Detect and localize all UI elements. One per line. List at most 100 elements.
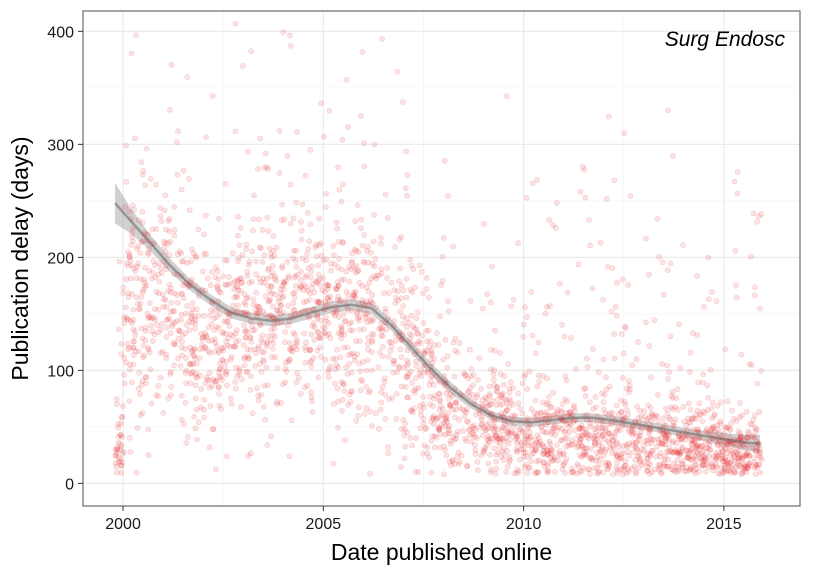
data-point xyxy=(267,296,273,303)
data-point xyxy=(412,375,419,381)
data-point xyxy=(284,258,291,265)
data-point xyxy=(757,305,763,312)
data-point xyxy=(276,169,283,176)
data-point xyxy=(403,276,410,282)
data-point xyxy=(382,191,389,198)
data-point xyxy=(123,359,129,366)
data-point xyxy=(259,332,266,339)
data-point xyxy=(550,389,557,396)
data-point xyxy=(532,350,539,356)
data-point xyxy=(592,393,599,400)
data-point xyxy=(264,340,271,347)
data-point xyxy=(378,389,384,396)
data-point xyxy=(613,454,620,460)
data-point xyxy=(696,400,703,407)
data-point xyxy=(715,470,722,476)
data-point xyxy=(132,348,139,355)
data-point xyxy=(414,340,421,347)
data-point xyxy=(133,294,140,301)
data-point xyxy=(444,410,451,417)
data-point xyxy=(565,439,572,446)
data-point xyxy=(290,255,296,262)
data-point xyxy=(408,368,414,375)
data-point xyxy=(260,404,267,410)
data-point xyxy=(520,334,527,340)
data-point xyxy=(687,466,694,473)
data-point xyxy=(130,326,137,333)
data-point xyxy=(249,410,256,417)
data-point xyxy=(307,274,314,281)
data-point xyxy=(342,317,348,324)
data-point xyxy=(367,470,373,477)
data-point xyxy=(241,299,248,306)
data-point xyxy=(368,367,375,374)
data-point xyxy=(486,451,493,458)
data-point xyxy=(188,246,195,253)
data-point xyxy=(452,347,458,354)
data-point xyxy=(379,327,385,334)
data-point xyxy=(252,363,259,369)
data-point xyxy=(614,466,621,473)
data-point xyxy=(447,403,454,410)
data-point xyxy=(286,345,293,352)
data-point xyxy=(220,330,227,337)
data-point xyxy=(689,440,696,447)
data-point xyxy=(706,296,712,303)
data-point xyxy=(536,378,543,385)
data-point xyxy=(338,331,344,338)
data-point xyxy=(293,263,300,270)
data-point xyxy=(371,273,377,280)
data-point xyxy=(625,466,632,473)
data-point xyxy=(479,432,486,439)
data-point xyxy=(430,415,437,422)
data-point xyxy=(400,303,406,309)
data-point xyxy=(287,43,294,49)
data-point xyxy=(268,326,275,333)
data-point xyxy=(655,461,662,468)
data-point xyxy=(163,351,170,358)
data-point xyxy=(732,448,739,455)
data-point xyxy=(437,402,444,409)
data-point xyxy=(352,337,359,344)
data-point xyxy=(141,352,147,359)
data-point xyxy=(290,330,297,336)
data-point xyxy=(327,335,334,342)
data-point xyxy=(148,322,155,329)
data-point xyxy=(161,243,168,250)
data-point xyxy=(254,165,261,172)
data-point xyxy=(314,347,321,354)
data-point xyxy=(532,446,539,453)
data-point xyxy=(113,396,120,403)
data-point xyxy=(250,216,257,223)
data-point xyxy=(262,150,269,157)
data-point xyxy=(674,406,681,413)
data-point xyxy=(304,209,311,216)
data-point xyxy=(377,234,384,241)
data-point xyxy=(201,396,208,403)
data-point xyxy=(532,447,539,454)
data-point xyxy=(115,454,122,461)
data-point xyxy=(168,62,175,68)
data-point xyxy=(525,442,531,449)
data-point xyxy=(743,408,750,415)
data-point xyxy=(425,294,432,301)
data-point xyxy=(528,288,534,295)
data-point xyxy=(738,351,745,358)
data-point xyxy=(737,430,743,437)
data-point xyxy=(629,439,636,445)
data-point xyxy=(728,457,735,464)
data-point xyxy=(354,202,361,208)
data-point xyxy=(363,367,370,374)
data-point xyxy=(724,459,731,466)
data-point xyxy=(727,469,734,476)
data-point xyxy=(184,303,191,309)
data-point xyxy=(351,264,357,271)
data-point xyxy=(424,450,431,457)
data-point xyxy=(618,397,624,404)
data-point xyxy=(217,366,223,373)
data-point xyxy=(619,374,626,381)
data-point xyxy=(357,368,364,375)
data-point xyxy=(456,340,463,346)
data-point xyxy=(548,404,555,411)
data-point xyxy=(535,442,542,449)
